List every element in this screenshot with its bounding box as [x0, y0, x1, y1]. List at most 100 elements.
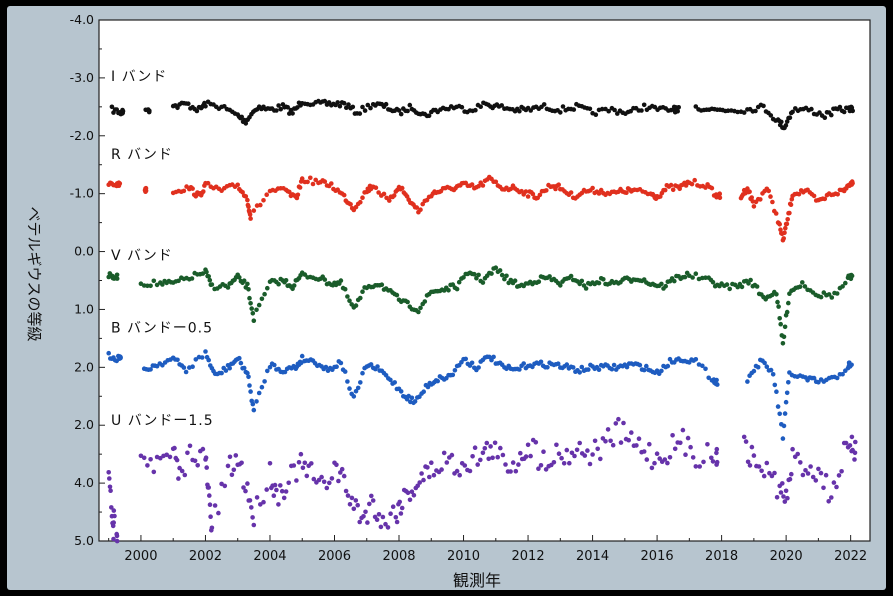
data-point — [250, 401, 256, 407]
data-point — [116, 353, 121, 359]
data-point — [764, 460, 770, 466]
data-point — [337, 103, 343, 109]
data-point — [329, 181, 334, 186]
data-point — [774, 292, 779, 297]
data-point — [746, 281, 751, 286]
data-point — [753, 108, 758, 114]
data-point — [346, 102, 351, 107]
data-point — [493, 265, 499, 271]
data-point — [111, 520, 116, 525]
data-point — [454, 468, 460, 474]
data-point — [378, 524, 384, 530]
data-point — [577, 440, 582, 446]
data-point — [399, 505, 405, 511]
data-point — [283, 278, 289, 283]
data-point — [683, 452, 688, 458]
data-point — [715, 382, 720, 387]
data-point — [654, 451, 660, 457]
data-point — [751, 368, 757, 374]
data-point — [749, 444, 755, 450]
data-point — [670, 433, 675, 438]
data-point — [353, 303, 359, 308]
data-point — [185, 450, 190, 456]
data-point — [829, 495, 834, 500]
data-point — [199, 355, 205, 360]
data-point — [250, 311, 256, 316]
data-point — [120, 107, 125, 113]
data-point — [305, 179, 310, 185]
data-point — [357, 519, 363, 525]
data-point — [636, 436, 642, 442]
data-point — [667, 455, 673, 460]
data-point — [145, 463, 150, 468]
data-point — [677, 186, 682, 192]
data-point — [109, 104, 115, 110]
data-point — [164, 452, 169, 458]
data-point — [495, 454, 501, 460]
data-point — [398, 389, 404, 394]
data-point — [818, 294, 824, 300]
data-point — [657, 456, 662, 461]
data-point — [179, 468, 185, 474]
data-point — [768, 113, 774, 118]
data-point — [267, 461, 273, 466]
data-point — [593, 112, 599, 117]
data-point — [714, 459, 720, 465]
data-point — [233, 453, 239, 458]
data-point — [497, 268, 503, 273]
data-point — [841, 109, 847, 115]
data-point — [710, 459, 716, 464]
data-point — [259, 384, 265, 390]
data-point — [816, 466, 821, 472]
data-point — [376, 190, 381, 195]
data-point — [245, 370, 250, 376]
data-point — [272, 482, 278, 488]
data-point — [181, 365, 187, 370]
data-point — [239, 460, 244, 466]
data-point — [341, 100, 347, 106]
data-point — [672, 446, 678, 452]
data-point — [368, 362, 374, 367]
data-point — [590, 452, 595, 457]
data-point — [652, 460, 657, 466]
data-point — [781, 334, 787, 340]
data-point — [343, 488, 349, 494]
data-point — [254, 399, 259, 404]
data-point — [321, 479, 327, 485]
data-point — [107, 484, 113, 490]
data-point — [281, 495, 287, 501]
data-point — [243, 488, 248, 494]
data-point — [151, 278, 157, 284]
data-point — [848, 180, 854, 186]
data-point — [411, 493, 417, 498]
data-point — [663, 283, 668, 289]
data-point — [475, 462, 481, 467]
data-point — [789, 471, 794, 477]
data-point — [239, 114, 244, 120]
data-point — [772, 382, 778, 388]
data-point — [247, 295, 252, 301]
data-point — [749, 195, 754, 200]
data-point — [449, 452, 455, 458]
data-point — [747, 463, 753, 468]
data-point — [190, 186, 195, 191]
data-point — [380, 514, 386, 520]
data-point — [709, 455, 714, 461]
data-point — [784, 221, 790, 227]
data-point — [682, 274, 688, 280]
data-point — [690, 455, 696, 460]
data-point — [836, 473, 842, 478]
data-point — [195, 463, 200, 468]
data-point — [209, 282, 215, 287]
data-point — [586, 367, 591, 372]
x-tick-label: 2022 — [834, 549, 867, 564]
data-point — [543, 467, 549, 472]
data-point — [227, 454, 233, 460]
data-point — [302, 460, 308, 466]
data-point — [478, 457, 483, 463]
data-point — [528, 108, 533, 113]
data-point — [662, 457, 668, 462]
data-point — [349, 495, 355, 501]
x-tick-label: 2004 — [253, 549, 286, 564]
data-point — [300, 465, 306, 471]
